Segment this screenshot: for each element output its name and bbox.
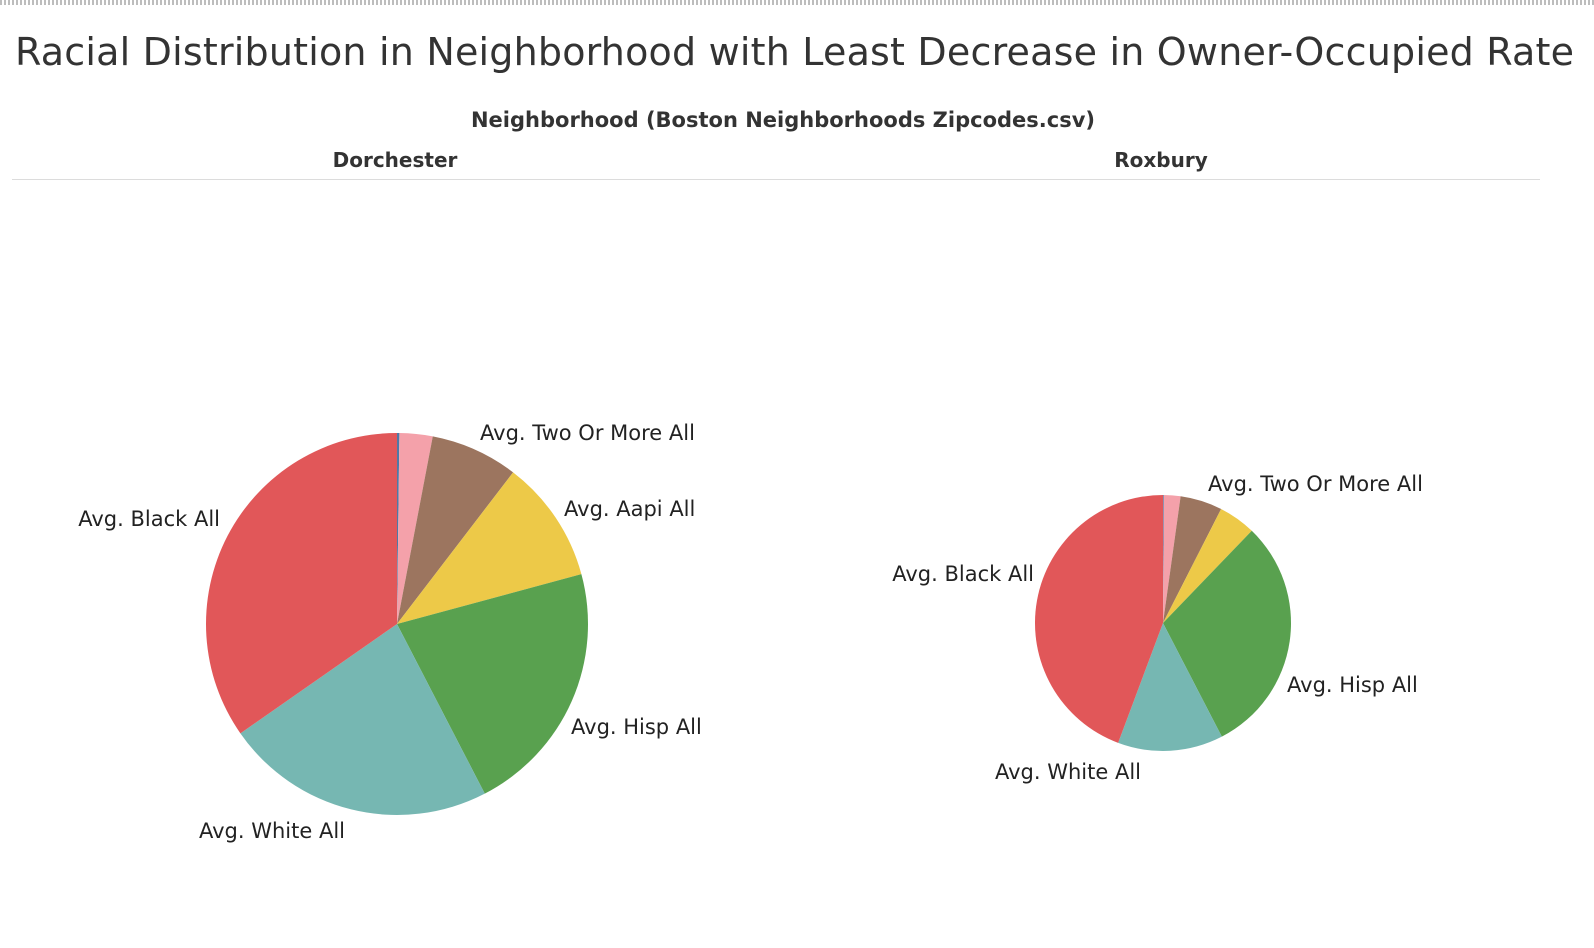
slice-roxbury-native[interactable] — [1163, 494, 1164, 623]
slice-dorchester-aapi[interactable] — [397, 472, 582, 624]
slice-dorchester-white[interactable] — [240, 624, 485, 815]
slice-label-dorchester-aapi: Avg. Aapi All — [564, 497, 695, 521]
slice-label-dorchester-two-or-more: Avg. Two Or More All — [480, 421, 695, 445]
slice-dorchester-native[interactable] — [397, 433, 400, 624]
top-border — [0, 0, 1594, 5]
slice-label-dorchester-black: Avg. Black All — [78, 507, 220, 531]
slice-label-roxbury-hisp: Avg. Hisp All — [1287, 673, 1418, 697]
slice-label-roxbury-black: Avg. Black All — [892, 562, 1034, 586]
slice-dorchester-black[interactable] — [206, 433, 397, 734]
slice-roxbury-other[interactable] — [1163, 495, 1181, 623]
pie-dorchester: Avg. Two Or More All Avg. Aapi All Avg. Hi… — [78, 421, 702, 843]
panel-label-dorchester: Dorchester — [332, 148, 458, 172]
slice-dorchester-other[interactable] — [397, 433, 433, 624]
panel-label-roxbury: Roxbury — [1114, 148, 1208, 172]
slice-roxbury-white[interactable] — [1118, 623, 1222, 752]
slice-roxbury-aapi[interactable] — [1163, 508, 1252, 623]
slice-dorchester-two-or-more[interactable] — [397, 436, 514, 624]
slice-label-roxbury-two-or-more: Avg. Two Or More All — [1208, 472, 1423, 496]
slice-roxbury-black[interactable] — [1034, 495, 1163, 743]
slice-label-dorchester-white: Avg. White All — [199, 819, 345, 843]
header-divider — [12, 179, 1540, 180]
slice-label-dorchester-hisp: Avg. Hisp All — [571, 715, 702, 739]
slice-label-roxbury-white: Avg. White All — [995, 760, 1141, 784]
slice-dorchester-hisp[interactable] — [397, 574, 589, 794]
pie-roxbury: Avg. Two Or More All Avg. Hisp All Avg. Wh… — [892, 472, 1423, 784]
slice-roxbury-two-or-more[interactable] — [1163, 496, 1222, 623]
slice-roxbury-hisp[interactable] — [1163, 530, 1292, 737]
chart-title: Racial Distribution in Neighborhood with… — [15, 30, 1575, 74]
column-field-header: Neighborhood (Boston Neighborhoods Zipco… — [470, 108, 1095, 132]
